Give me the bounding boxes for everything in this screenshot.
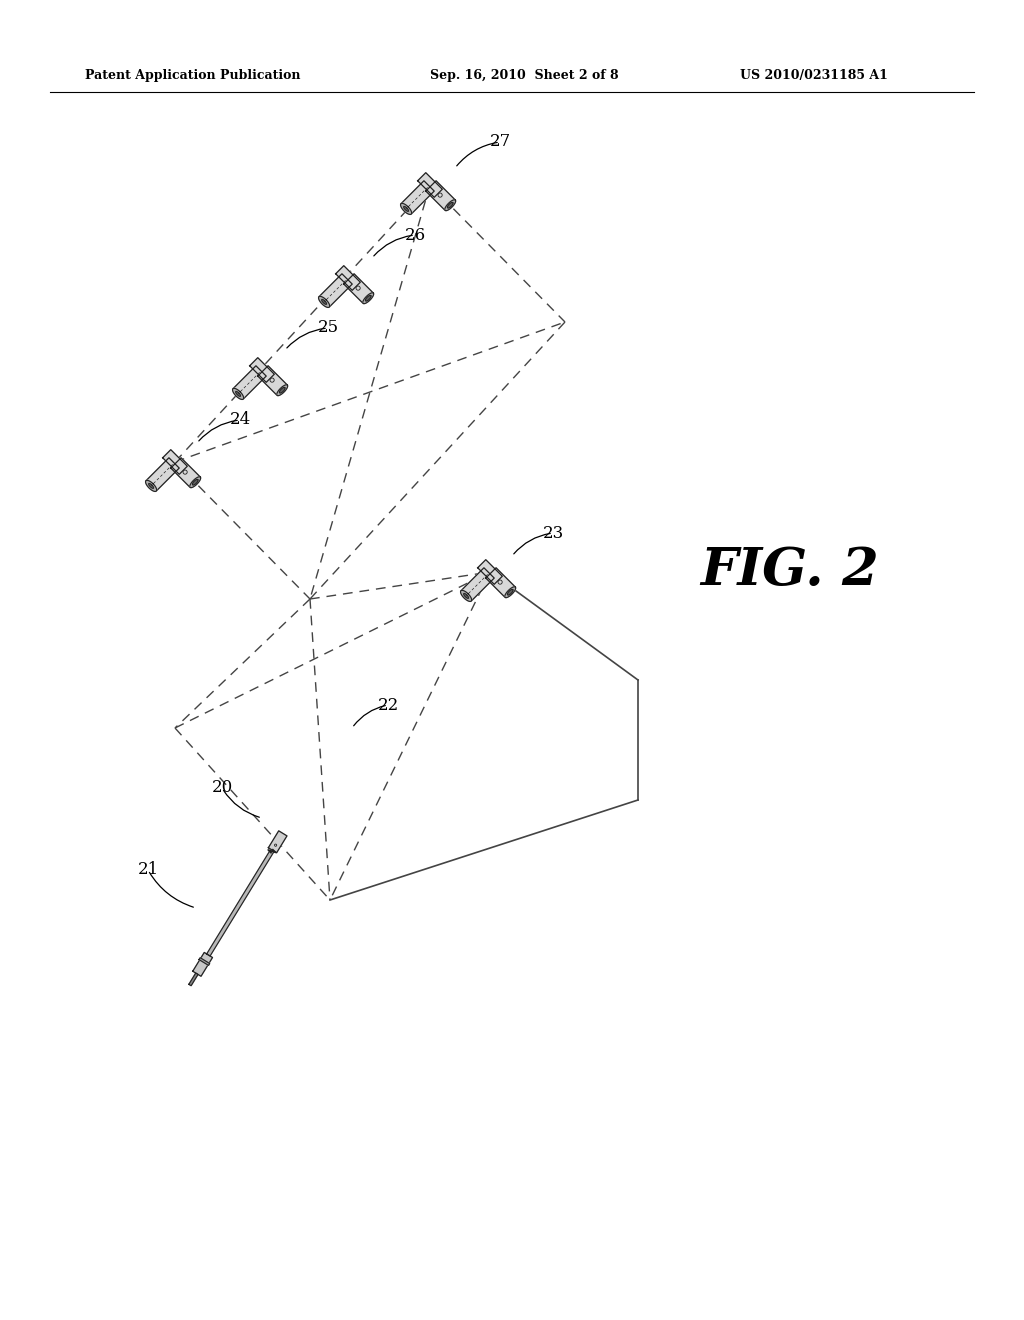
Polygon shape xyxy=(258,366,288,396)
Polygon shape xyxy=(188,973,198,986)
Text: FIG. 2: FIG. 2 xyxy=(700,544,880,595)
Polygon shape xyxy=(461,590,472,602)
Polygon shape xyxy=(207,849,274,956)
Polygon shape xyxy=(477,560,503,585)
Polygon shape xyxy=(232,388,244,400)
Text: 25: 25 xyxy=(317,319,339,337)
Text: Sep. 16, 2010  Sheet 2 of 8: Sep. 16, 2010 Sheet 2 of 8 xyxy=(430,69,618,82)
Polygon shape xyxy=(322,300,327,305)
Polygon shape xyxy=(447,202,453,209)
Polygon shape xyxy=(418,173,442,197)
Polygon shape xyxy=(189,477,201,487)
Polygon shape xyxy=(318,273,352,308)
Polygon shape xyxy=(276,384,288,396)
Text: 26: 26 xyxy=(404,227,426,243)
Text: Patent Application Publication: Patent Application Publication xyxy=(85,69,300,82)
Text: 27: 27 xyxy=(489,133,511,150)
Polygon shape xyxy=(426,181,456,210)
Polygon shape xyxy=(366,296,371,301)
Polygon shape xyxy=(268,830,287,853)
Polygon shape xyxy=(400,203,412,214)
Polygon shape xyxy=(148,483,154,488)
Polygon shape xyxy=(145,480,157,491)
Polygon shape xyxy=(508,590,513,595)
Text: US 2010/0231185 A1: US 2010/0231185 A1 xyxy=(740,69,888,82)
Polygon shape xyxy=(146,458,179,491)
Polygon shape xyxy=(193,953,213,977)
Text: 20: 20 xyxy=(211,780,232,796)
Text: 22: 22 xyxy=(378,697,398,714)
Polygon shape xyxy=(193,479,198,484)
Polygon shape xyxy=(444,199,456,211)
Polygon shape xyxy=(344,273,374,304)
Polygon shape xyxy=(461,568,495,601)
Polygon shape xyxy=(318,297,330,308)
Polygon shape xyxy=(171,458,201,487)
Polygon shape xyxy=(236,392,241,396)
Polygon shape xyxy=(362,293,374,304)
Polygon shape xyxy=(505,587,516,598)
Polygon shape xyxy=(232,366,266,399)
Polygon shape xyxy=(485,568,515,598)
Polygon shape xyxy=(163,450,187,474)
Polygon shape xyxy=(336,265,360,290)
Polygon shape xyxy=(199,958,210,965)
Text: 21: 21 xyxy=(137,862,159,879)
Polygon shape xyxy=(250,358,274,383)
Polygon shape xyxy=(280,388,285,393)
Polygon shape xyxy=(403,206,409,211)
Text: 23: 23 xyxy=(543,524,563,541)
Polygon shape xyxy=(401,181,434,214)
Text: 24: 24 xyxy=(229,412,251,429)
Polygon shape xyxy=(464,594,469,598)
